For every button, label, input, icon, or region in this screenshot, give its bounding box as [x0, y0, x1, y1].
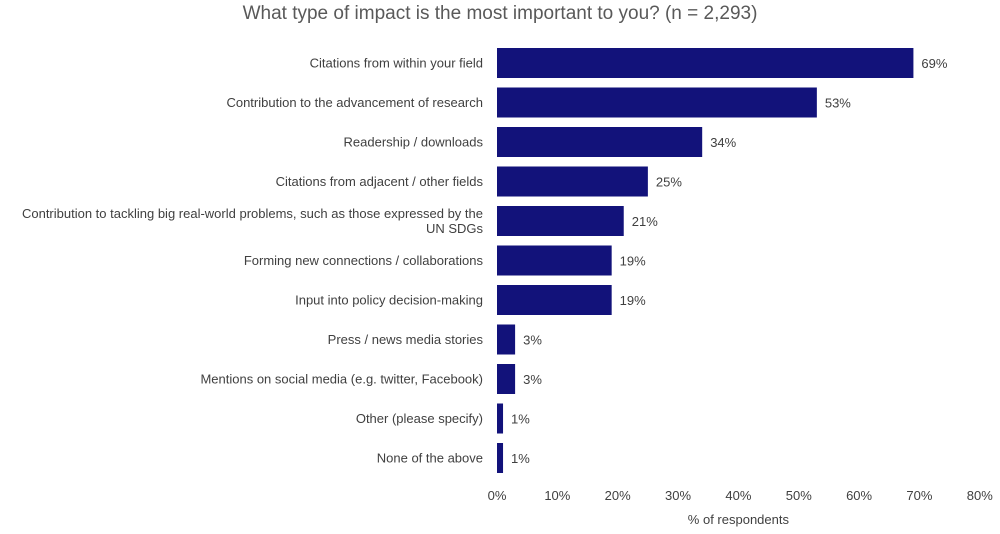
category-label-9: Mentions on social media (e.g. twitter, …: [200, 372, 483, 387]
bar-8: [497, 324, 516, 355]
bar-11: [497, 443, 504, 473]
value-label-2: 53%: [825, 96, 851, 111]
bar-9: [497, 364, 516, 394]
x-tick-label-6: 60%: [846, 488, 872, 503]
category-label-11: None of the above: [377, 451, 483, 466]
bar-2: [497, 87, 817, 118]
value-label-6: 19%: [620, 254, 646, 269]
bar-4: [497, 166, 648, 197]
value-label-5: 21%: [632, 214, 658, 229]
x-tick-label-5: 50%: [786, 488, 812, 503]
value-label-3: 34%: [710, 135, 736, 150]
value-label-8: 3%: [523, 333, 542, 348]
bar-1: [497, 48, 914, 78]
x-tick-label-3: 30%: [665, 488, 691, 503]
bar-6: [497, 245, 612, 276]
x-tick-label-4: 40%: [725, 488, 751, 503]
x-tick-label-2: 20%: [605, 488, 631, 503]
value-label-9: 3%: [523, 372, 542, 387]
value-label-11: 1%: [511, 451, 530, 466]
bar-7: [497, 285, 612, 315]
category-label-1: Citations from within your field: [310, 56, 483, 71]
x-tick-label-8: 80%: [967, 488, 993, 503]
value-label-1: 69%: [921, 56, 947, 71]
category-label-4: Citations from adjacent / other fields: [276, 174, 484, 189]
x-tick-label-7: 70%: [906, 488, 932, 503]
category-label-5: Contribution to tackling big real-world …: [22, 206, 484, 236]
value-label-10: 1%: [511, 412, 530, 427]
x-tick-label-0: 0%: [488, 488, 507, 503]
x-axis-title: % of respondents: [688, 512, 790, 527]
bar-5: [497, 206, 624, 236]
value-label-7: 19%: [620, 293, 646, 308]
value-label-4: 25%: [656, 175, 682, 190]
category-label-6: Forming new connections / collaborations: [244, 253, 484, 268]
category-label-3: Readership / downloads: [344, 135, 484, 150]
category-label-7: Input into policy decision-making: [295, 293, 483, 308]
category-label-10: Other (please specify): [356, 411, 483, 426]
x-tick-label-1: 10%: [544, 488, 570, 503]
bar-3: [497, 127, 703, 157]
category-label-8: Press / news media stories: [328, 332, 484, 347]
category-label-2: Contribution to the advancement of resea…: [226, 95, 483, 110]
chart-title: What type of impact is the most importan…: [242, 3, 758, 24]
bar-10: [497, 403, 504, 434]
